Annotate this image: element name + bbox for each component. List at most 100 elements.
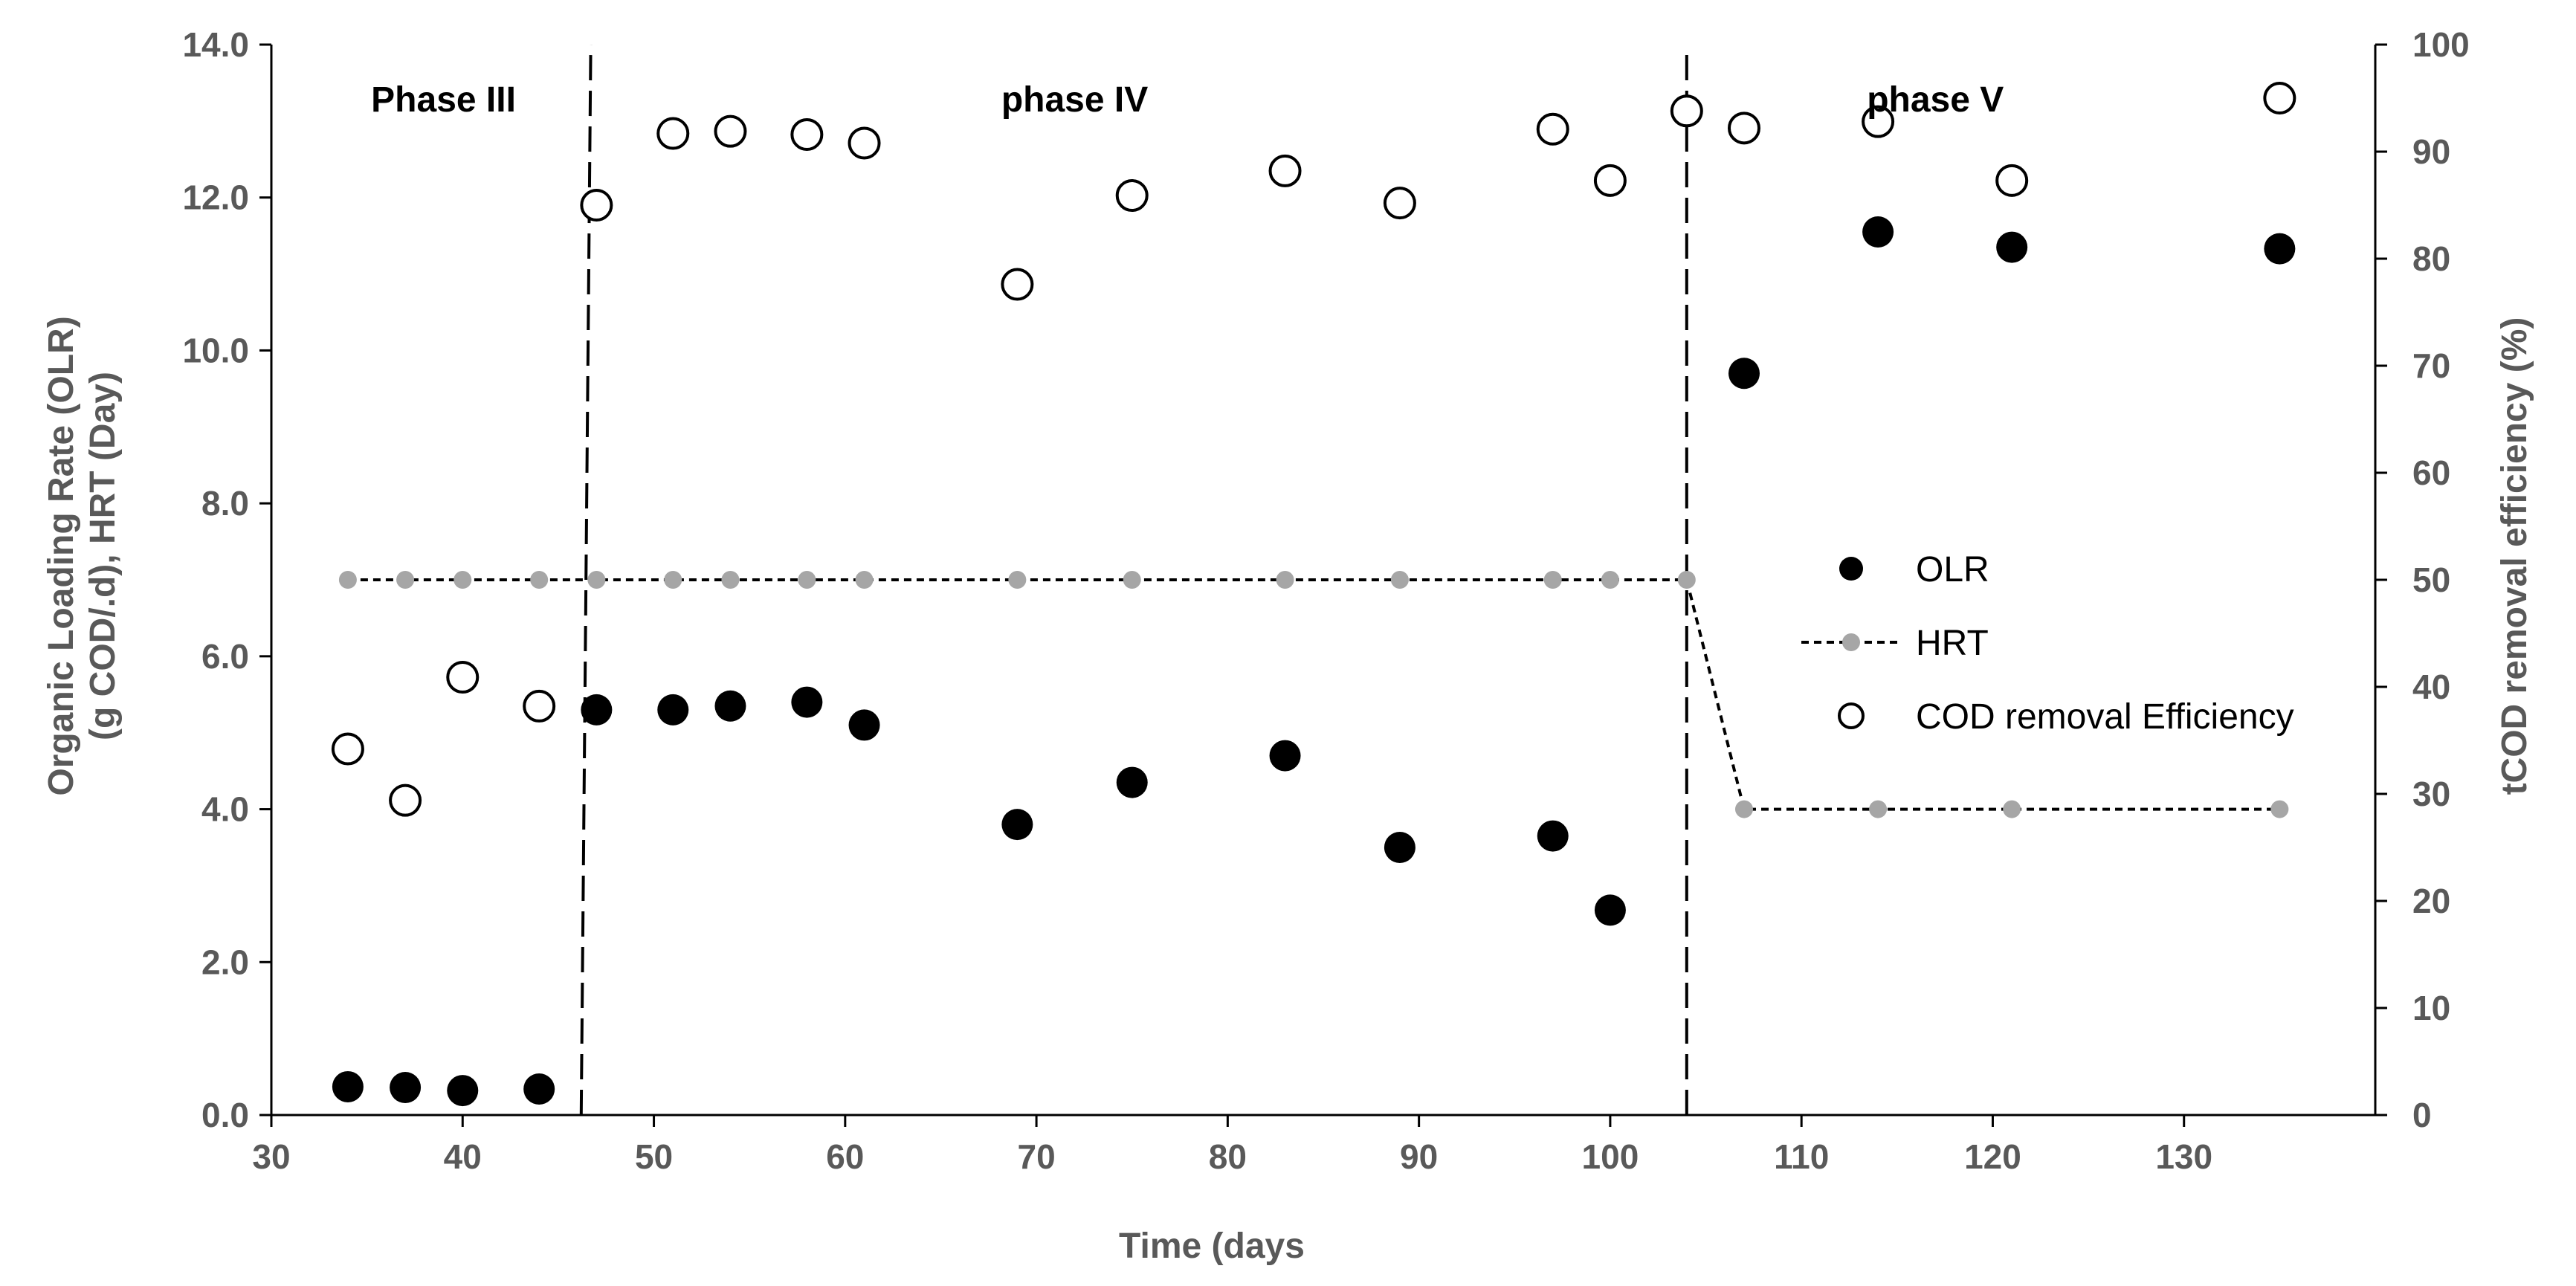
hrt-point	[721, 571, 740, 589]
olr-point	[1537, 820, 1569, 852]
olr-point	[714, 690, 746, 722]
olr-point	[1384, 832, 1415, 863]
olr-point	[1269, 740, 1301, 772]
olr-point	[1116, 766, 1148, 798]
cod-point	[1995, 164, 2029, 197]
y-left-tick-label: 10.0	[182, 331, 249, 369]
phase-label: phase V	[1867, 80, 2004, 120]
olr-point	[791, 686, 823, 718]
hrt-point	[664, 571, 682, 589]
olr-point	[657, 694, 689, 726]
cod-point	[656, 117, 690, 150]
phase-label: phase IV	[1001, 80, 1148, 120]
y-left-tick-label: 6.0	[201, 637, 249, 676]
x-tick-label: 80	[1209, 1137, 1247, 1176]
x-tick-label: 60	[826, 1137, 864, 1176]
olr-point	[1594, 894, 1626, 926]
cod-point	[523, 689, 556, 723]
legend-label-olr: OLR	[1916, 550, 1989, 589]
cod-point	[848, 126, 881, 160]
y-right-tick-label: 0	[2412, 1096, 2432, 1134]
hrt-point	[453, 571, 472, 589]
y-left-tick-label: 4.0	[201, 790, 249, 829]
hrt-point	[2270, 800, 2289, 818]
cod-point	[1001, 268, 1034, 301]
hrt-point	[338, 571, 357, 589]
y-left-tick-label: 8.0	[201, 484, 249, 523]
hrt-point	[2003, 800, 2021, 818]
olr-point	[332, 1070, 364, 1102]
hrt-point	[1601, 571, 1619, 589]
x-tick-label: 90	[1400, 1137, 1438, 1176]
olr-point	[581, 694, 613, 726]
x-tick-label: 100	[1582, 1137, 1639, 1176]
hrt-point	[1735, 800, 1753, 818]
cod-point	[790, 117, 824, 151]
y-right-tick-label: 100	[2412, 25, 2470, 64]
hrt-point	[1677, 571, 1696, 589]
cod-point	[714, 114, 747, 148]
hrt-point	[396, 571, 415, 589]
y-right-tick-label: 10	[2412, 989, 2450, 1027]
olr-point	[1996, 231, 2028, 263]
hrt-point	[530, 571, 549, 589]
y-right-tick-label: 40	[2412, 668, 2450, 706]
hrt-point	[1008, 571, 1027, 589]
plot-frame	[259, 43, 2387, 1127]
phase-label: Phase III	[371, 80, 516, 120]
legend-marker-hrt	[1842, 633, 1860, 651]
y-left-axis-title-line1: Organic Loading Rate (OLR)	[42, 316, 81, 795]
phase-boundary-line	[579, 44, 593, 1116]
hrt-point	[1123, 571, 1141, 589]
cod-point	[389, 783, 422, 817]
x-axis-title: Time (days	[1119, 1227, 1305, 1266]
hrt-point	[798, 571, 816, 589]
cod-point	[1383, 187, 1416, 220]
cod-point	[1593, 164, 1627, 197]
hrt-point	[1276, 571, 1294, 589]
y-right-tick-label: 90	[2412, 132, 2450, 171]
x-tick-label: 130	[2155, 1137, 2212, 1176]
olr-point	[848, 709, 880, 741]
phase-labels: Phase III phase IV phase V	[371, 80, 2004, 120]
hrt-point	[1390, 571, 1409, 589]
y-right-tick-label: 70	[2412, 346, 2450, 385]
cod-point	[2263, 82, 2296, 114]
hrt-point	[855, 571, 874, 589]
olr-point	[390, 1071, 422, 1103]
cod-point	[1670, 94, 1703, 128]
legend-marker-olr	[1839, 557, 1863, 581]
x-tick-label: 40	[444, 1137, 482, 1176]
y-right-tick-label: 30	[2412, 775, 2450, 813]
legend-label-hrt: HRT	[1916, 624, 1989, 663]
y-left-tick-label: 0.0	[201, 1096, 249, 1134]
legend-label-cod: COD removal Efficiency	[1916, 697, 2294, 737]
hrt-point	[1543, 571, 1562, 589]
legend: OLR HRT COD removal Efficiency	[1801, 550, 2294, 737]
legend-marker-cod	[1838, 702, 1865, 729]
y-right-tick-label: 20	[2412, 882, 2450, 920]
cod-point	[1728, 112, 1760, 145]
olr-point	[1001, 809, 1033, 841]
y-right-tick-label: 80	[2412, 239, 2450, 278]
hrt-series-line	[347, 578, 2280, 811]
olr-point	[447, 1075, 479, 1107]
y-right-tick-label: 60	[2412, 453, 2450, 492]
olr-point	[2264, 233, 2296, 265]
x-tick-label: 70	[1018, 1137, 1056, 1176]
x-tick-label: 30	[252, 1137, 290, 1176]
olr-point	[1862, 216, 1894, 248]
cod-point	[580, 189, 613, 222]
hrt-point	[1869, 800, 1888, 818]
olr-point	[1728, 358, 1760, 390]
x-tick-label: 110	[1774, 1137, 1829, 1176]
hrt-point	[587, 571, 606, 589]
cod-point	[446, 661, 480, 694]
y-left-tick-label: 14.0	[182, 25, 249, 64]
cod-point	[1115, 179, 1149, 213]
y-right-axis-title: tCOD removal efficiency (%)	[2495, 317, 2534, 795]
y-left-tick-label: 2.0	[201, 943, 249, 981]
cod-point	[1268, 154, 1302, 187]
